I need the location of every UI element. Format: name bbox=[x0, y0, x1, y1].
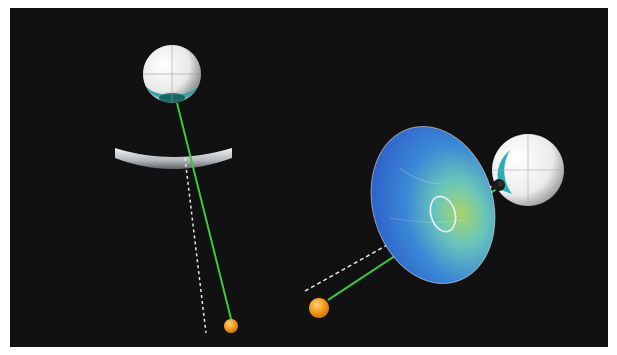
right-eye bbox=[492, 134, 564, 206]
left-sight-lines bbox=[176, 102, 233, 334]
optics-illustration bbox=[115, 45, 564, 334]
scene-frame bbox=[10, 8, 608, 347]
left-eye bbox=[143, 45, 201, 103]
left-lens bbox=[115, 148, 232, 169]
tilted-lens bbox=[370, 126, 496, 284]
right-target bbox=[309, 298, 329, 318]
left-target bbox=[224, 319, 238, 333]
